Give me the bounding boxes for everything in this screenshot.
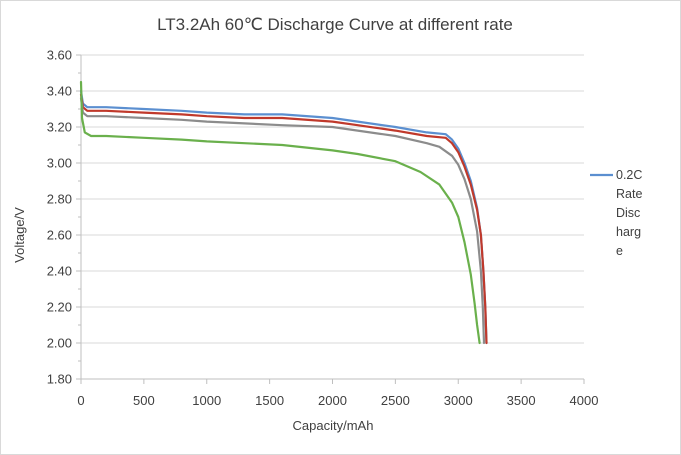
y-tick-label: 2.60 bbox=[47, 228, 72, 243]
x-tick-label: 2500 bbox=[381, 393, 410, 408]
x-tick-label: 0 bbox=[77, 393, 84, 408]
chart-title: LT3.2Ah 60℃ Discharge Curve at different… bbox=[157, 15, 513, 34]
x-tick-label: 1000 bbox=[192, 393, 221, 408]
legend-label-line: harg bbox=[616, 225, 641, 239]
legend-label-line: 0.2C bbox=[616, 168, 642, 182]
x-tick-label: 3500 bbox=[507, 393, 536, 408]
series-line-3 bbox=[79, 97, 486, 345]
legend-label-line: e bbox=[616, 244, 623, 258]
x-tick-label: 1500 bbox=[255, 393, 284, 408]
y-tick-label: 2.80 bbox=[47, 192, 72, 207]
series-line-2 bbox=[79, 93, 488, 345]
legend: 0.2C Rate Disc harg e bbox=[590, 168, 642, 258]
grid-lines bbox=[81, 54, 584, 344]
y-tick-label: 1.80 bbox=[47, 372, 72, 387]
y-tick-label: 3.40 bbox=[47, 84, 72, 99]
series-line-4 bbox=[79, 80, 481, 345]
axes: 1.80 2.00 2.20 2.40 2.60 2.80 3.00 3.20 3.40 3.60… bbox=[47, 48, 599, 409]
series-layer bbox=[79, 80, 488, 345]
legend-label-line: Disc bbox=[616, 206, 640, 220]
x-tick-label: 3000 bbox=[444, 393, 473, 408]
y-tick-label: 3.00 bbox=[47, 156, 72, 171]
x-tick-label: 4000 bbox=[570, 393, 599, 408]
legend-label-line: Rate bbox=[616, 187, 642, 201]
x-tick-label: 2000 bbox=[318, 393, 347, 408]
y-tick-label: 2.00 bbox=[47, 336, 72, 351]
y-tick-label: 2.20 bbox=[47, 300, 72, 315]
y-tick-label: 2.40 bbox=[47, 264, 72, 279]
x-tick-label: 500 bbox=[133, 393, 155, 408]
y-axis-label: Voltage/V bbox=[12, 207, 27, 263]
x-axis-label: Capacity/mAh bbox=[293, 418, 374, 433]
series-line-1 bbox=[79, 89, 488, 345]
y-tick-label: 3.60 bbox=[47, 48, 72, 63]
y-tick-label: 3.20 bbox=[47, 120, 72, 135]
